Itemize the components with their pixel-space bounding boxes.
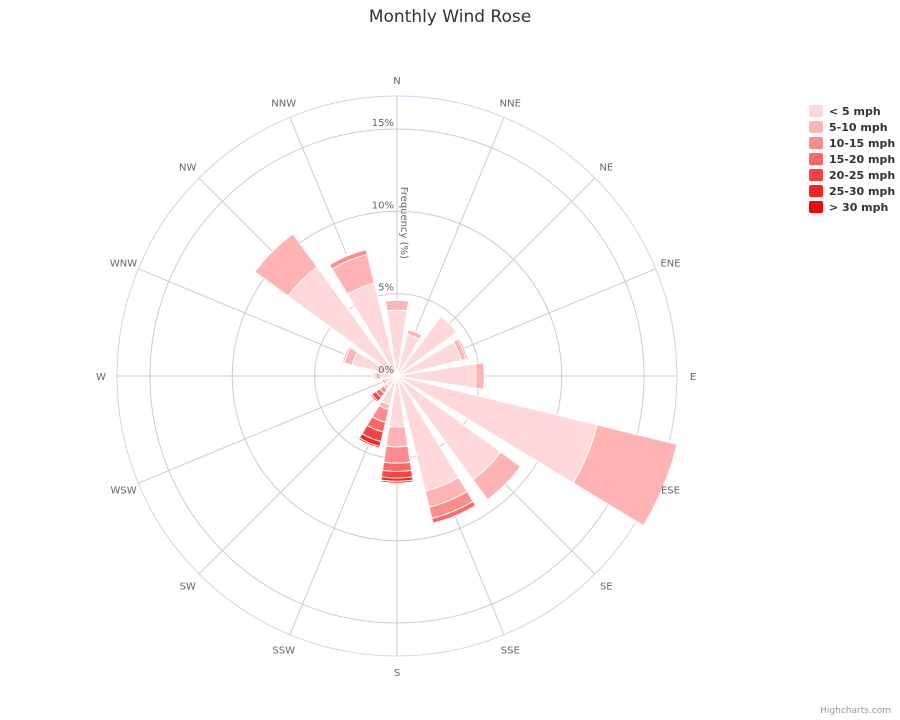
column-NE-series-1[interactable] xyxy=(396,315,458,377)
legend-item-1[interactable]: < 5 mph xyxy=(809,103,895,119)
legend-swatch xyxy=(809,169,823,181)
legend-item-7[interactable]: > 30 mph xyxy=(809,199,895,215)
direction-label-WNW: WNW xyxy=(110,259,137,270)
legend-label: 5-10 mph xyxy=(829,120,888,134)
legend-swatch xyxy=(809,201,823,213)
direction-label-S: S xyxy=(394,668,400,679)
column-N-series-2[interactable] xyxy=(384,299,410,312)
column-S-series-7[interactable] xyxy=(380,479,414,484)
legend-label: 20-25 mph xyxy=(829,168,896,182)
radial-tick-label: 5% xyxy=(378,283,394,294)
column-NW-series-2[interactable] xyxy=(254,233,318,297)
grid-spoke xyxy=(198,375,398,575)
radial-tick-label: 15% xyxy=(372,118,394,129)
legend-swatch xyxy=(809,121,823,133)
direction-label-NNW: NNW xyxy=(271,99,296,110)
credits-link[interactable]: Highcharts.com xyxy=(820,706,891,716)
legend-swatch xyxy=(809,105,823,117)
radial-tick-label: 10% xyxy=(372,200,394,211)
direction-label-SSW: SSW xyxy=(272,645,295,656)
grid-spoke xyxy=(138,375,398,484)
direction-label-NNE: NNE xyxy=(500,99,521,110)
legend-label: 25-30 mph xyxy=(829,184,896,198)
column-WNW-series-3[interactable] xyxy=(341,346,352,364)
legend-swatch xyxy=(809,185,823,197)
column-ENE-series-3[interactable] xyxy=(456,337,469,360)
column-WSW-series-5[interactable] xyxy=(381,378,387,385)
legend-item-6[interactable]: 25-30 mph xyxy=(809,183,895,199)
column-SSE-series-4[interactable] xyxy=(431,500,477,524)
legend-item-2[interactable]: 5-10 mph xyxy=(809,119,895,135)
direction-label-N: N xyxy=(393,76,400,87)
direction-label-NE: NE xyxy=(599,163,613,174)
legend-label: < 5 mph xyxy=(829,104,881,118)
pane-border xyxy=(116,95,678,657)
column-E-series-2[interactable] xyxy=(474,362,485,390)
column-S-series-5[interactable] xyxy=(380,469,414,479)
radial-axis-title: Frequency (%) xyxy=(398,187,409,259)
column-N-series-3[interactable] xyxy=(384,298,410,302)
column-NNW-series-4[interactable] xyxy=(328,248,367,266)
direction-label-E: E xyxy=(690,372,696,383)
direction-label-NW: NW xyxy=(179,163,196,174)
direction-label-W: W xyxy=(96,372,106,383)
column-SE-series-2[interactable] xyxy=(472,451,522,501)
legend: < 5 mph 5-10 mph 10-15 mph 15-20 mph 20-25 m… xyxy=(809,103,895,215)
column-NNE-series-3[interactable] xyxy=(407,328,423,336)
direction-label-ENE: ENE xyxy=(660,259,680,270)
direction-label-SSE: SSE xyxy=(501,645,520,656)
column-W-series-3[interactable] xyxy=(373,371,377,381)
legend-label: 10-15 mph xyxy=(829,136,896,150)
direction-label-WSW: WSW xyxy=(110,485,136,496)
column-S-series-4[interactable] xyxy=(381,461,413,473)
legend-swatch xyxy=(809,153,823,165)
direction-label-SW: SW xyxy=(180,581,196,592)
legend-item-5[interactable]: 20-25 mph xyxy=(809,167,895,183)
chart-title: Monthly Wind Rose xyxy=(368,7,532,27)
column-S-series-3[interactable] xyxy=(383,445,411,464)
legend-swatch xyxy=(809,137,823,149)
column-ESE-series-2[interactable] xyxy=(572,424,678,527)
legend-label: > 30 mph xyxy=(829,200,889,214)
column-SSW-series-7[interactable] xyxy=(357,437,381,449)
direction-label-ESE: ESE xyxy=(661,485,680,496)
legend-item-4[interactable]: 15-20 mph xyxy=(809,151,895,167)
column-S-series-2[interactable] xyxy=(385,425,409,448)
legend-label: 15-20 mph xyxy=(829,152,896,166)
direction-label-SE: SE xyxy=(600,581,613,592)
radial-tick-label: 0% xyxy=(378,365,394,376)
column-SW-series-7[interactable] xyxy=(369,394,379,404)
legend-item-3[interactable]: 10-15 mph xyxy=(809,135,895,151)
